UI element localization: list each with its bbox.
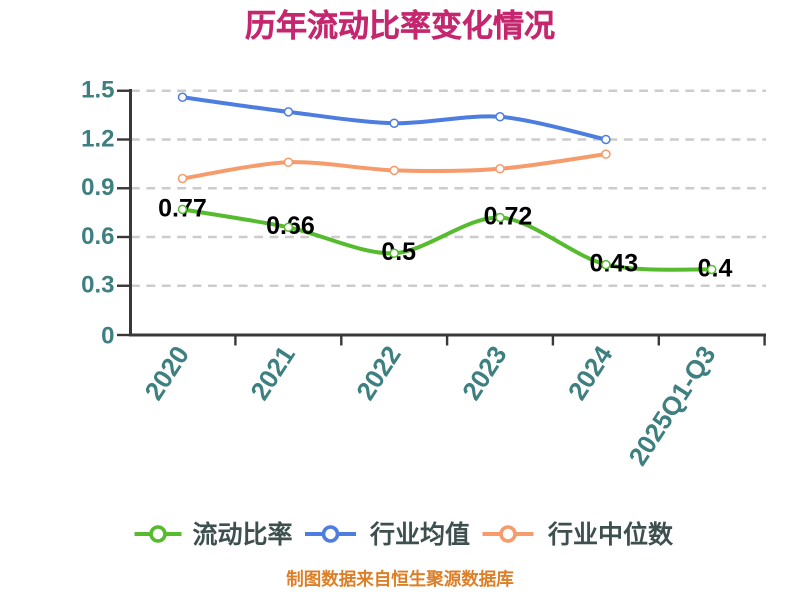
- svg-text:流动比率: 流动比率: [193, 520, 293, 549]
- svg-text:0.43: 0.43: [589, 250, 638, 278]
- svg-text:1.2: 1.2: [81, 125, 114, 152]
- svg-text:1.5: 1.5: [81, 77, 114, 104]
- svg-text:制图数据来自恒生聚源数据库: 制图数据来自恒生聚源数据库: [286, 569, 514, 589]
- svg-text:行业均值: 行业均值: [369, 521, 470, 549]
- svg-text:行业中位数: 行业中位数: [547, 520, 674, 549]
- svg-text:历年流动比率变化情况: 历年流动比率变化情况: [245, 9, 555, 44]
- svg-text:0.3: 0.3: [81, 272, 114, 299]
- svg-text:0.6: 0.6: [81, 223, 114, 250]
- svg-text:0.9: 0.9: [81, 174, 114, 201]
- svg-text:0.72: 0.72: [484, 203, 533, 231]
- svg-text:0: 0: [101, 323, 114, 350]
